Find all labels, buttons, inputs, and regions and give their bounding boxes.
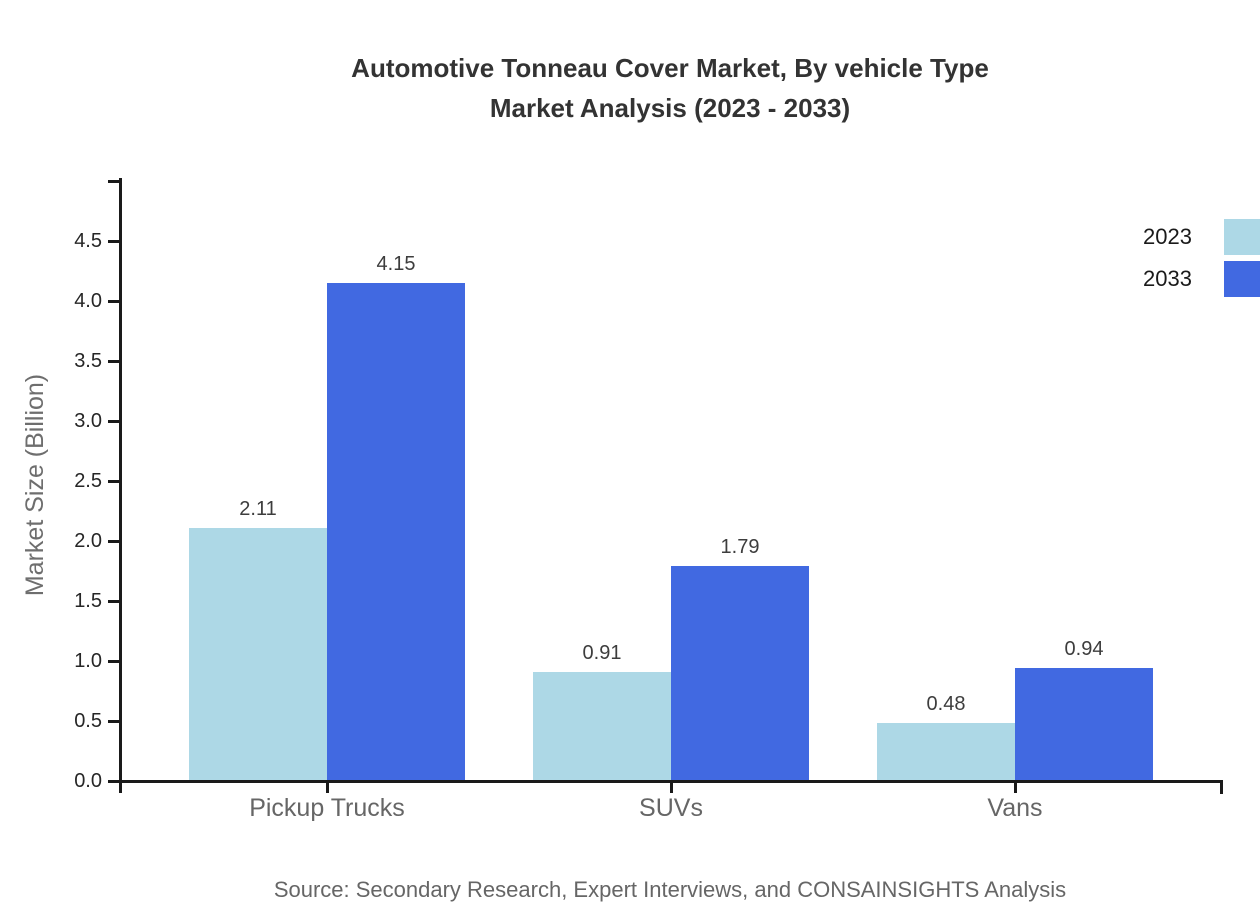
y-tick [108,600,120,603]
x-tick-label-suvs: SUVs [639,794,703,822]
x-tick [670,783,673,793]
bar-2023-vans [877,723,1015,781]
x-tick [326,783,329,793]
y-tick [108,720,120,723]
y-tick-label: 3.0 [74,410,102,432]
chart-title-line2: Market Analysis (2023 - 2033) [489,93,851,123]
y-axis-line [119,178,122,793]
y-tick-label: 4.0 [74,290,102,312]
y-tick-label: 2.0 [74,530,102,552]
x-tick [1014,783,1017,793]
bar-value-label: 0.48 [926,693,966,715]
y-tick [108,480,120,483]
legend-label-2023: 2023 [1143,224,1192,249]
y-tick [108,360,120,363]
bar-2033-vans [1015,668,1153,781]
legend-label-2033: 2033 [1143,266,1192,291]
y-tick [108,780,120,783]
bar-value-label: 0.91 [582,642,622,664]
bar-2023-pickup-trucks [189,528,327,781]
bar-2033-pickup-trucks [327,283,465,781]
legend-swatch-2023 [1224,219,1260,255]
y-tick-label: 2.5 [74,470,102,492]
bar-value-label: 1.79 [720,536,760,558]
x-axis-end-tick [1220,781,1223,794]
y-tick-label: 1.0 [74,650,102,672]
y-tick [108,420,120,423]
y-tick [108,540,120,543]
y-tick [108,300,120,303]
y-tick-label: 1.5 [74,590,102,612]
y-tick-label: 0.0 [74,770,102,792]
bar-2033-suvs [671,566,809,781]
y-tick [108,660,120,663]
chart-title-line1: Automotive Tonneau Cover Market, By vehi… [351,53,989,83]
y-axis-end-tick [108,180,120,183]
y-tick-label: 3.5 [74,350,102,372]
bar-value-label: 0.94 [1064,638,1104,660]
x-tick-label-pickup-trucks: Pickup Trucks [249,794,405,822]
bar-value-label: 2.11 [239,498,277,520]
bar-value-label: 4.15 [376,253,416,275]
source-note: Source: Secondary Research, Expert Inter… [273,877,1067,902]
y-axis-label: Market Size (Billion) [21,373,49,597]
x-tick-label-vans: Vans [987,794,1043,822]
y-tick-label: 0.5 [74,710,102,732]
bar-2023-suvs [533,672,671,781]
legend-swatch-2033 [1224,261,1260,297]
chart-title: Automotive Tonneau Cover Market, By vehi… [40,48,1260,128]
x-axis-line [119,780,1223,783]
y-tick [108,240,120,243]
y-tick-label: 4.5 [74,230,102,252]
